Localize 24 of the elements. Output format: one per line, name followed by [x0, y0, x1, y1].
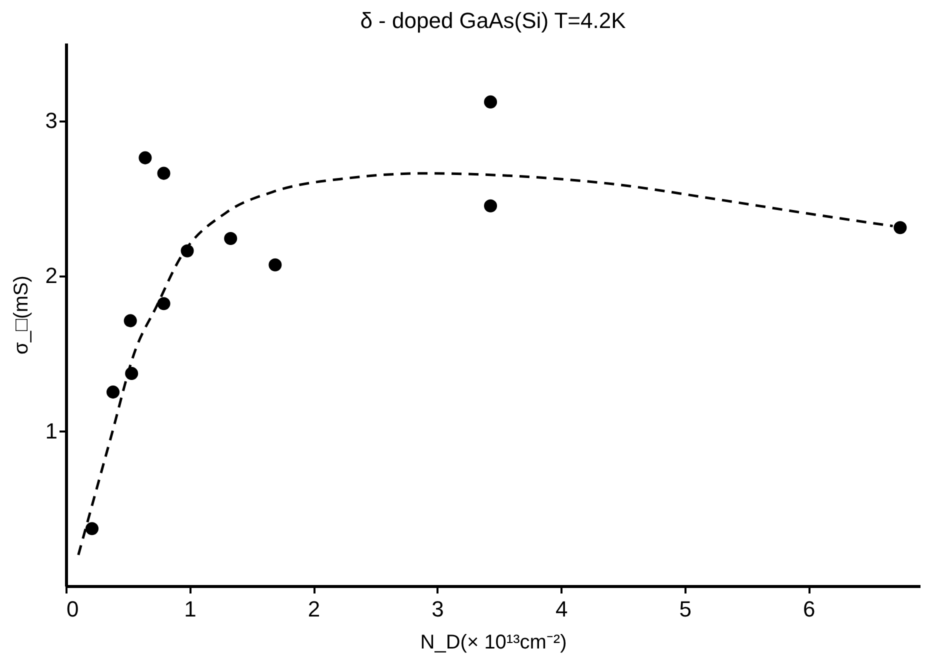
- point: [224, 232, 238, 245]
- point: [484, 95, 498, 108]
- point: [268, 258, 282, 272]
- x-tick-label: 5: [679, 596, 692, 622]
- point: [138, 151, 152, 164]
- x-tick-label: 4: [555, 596, 568, 622]
- point: [484, 199, 498, 212]
- chart-title: δ - doped GaAs(Si) T=4.2K: [360, 8, 626, 33]
- x-tick-label: 1: [184, 596, 196, 622]
- point: [85, 522, 99, 536]
- point: [124, 314, 137, 328]
- x-tick-label: 6: [802, 596, 816, 622]
- x-tick-label: 3: [432, 596, 444, 622]
- y-tick-label: 1: [45, 418, 58, 444]
- y-axis-title: σ_□(mS): [10, 276, 32, 354]
- y-tick-label: 2: [45, 263, 58, 288]
- point: [894, 221, 907, 234]
- point: [157, 297, 170, 310]
- x-tick-label: 0: [66, 596, 79, 622]
- y-tick-label: 3: [45, 108, 58, 134]
- point: [157, 166, 170, 180]
- x-tick-label: 2: [308, 596, 320, 622]
- x-axis-title: N_D(× 10¹³cm⁻²): [420, 632, 567, 654]
- point: [106, 386, 120, 399]
